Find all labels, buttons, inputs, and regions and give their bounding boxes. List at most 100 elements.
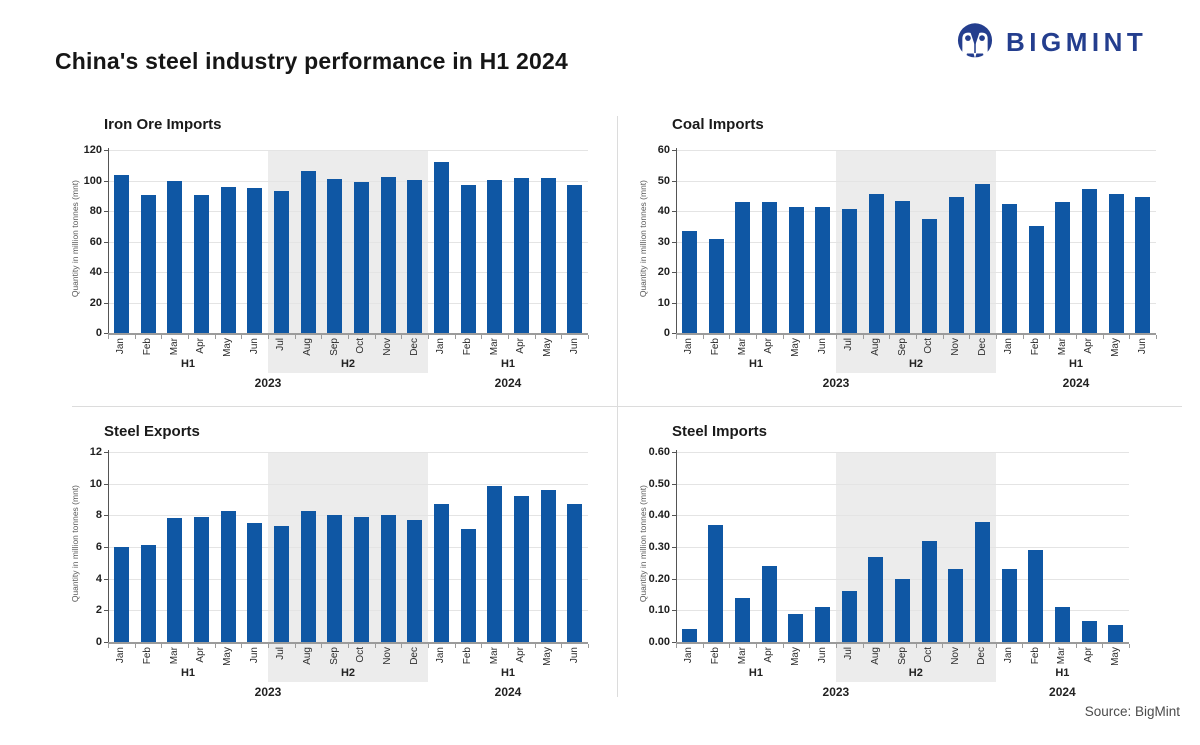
x-tick-mark [1156,335,1157,339]
gridline [676,483,1129,485]
month-label: Jun [248,338,260,355]
month-label: May [789,647,801,666]
month-label: Sep [896,647,908,665]
half-year-label: H1 [180,667,196,679]
month-label: Jun [248,647,260,664]
y-tick-mark [104,610,108,612]
y-tick-mark [672,452,676,453]
bar [735,201,751,333]
bar [815,206,831,333]
x-tick-mark [508,335,509,339]
y-tick-label: 0.60 [648,446,670,458]
x-tick-mark [348,644,349,648]
gridline [676,150,1156,151]
bar [681,231,697,333]
month-label: Jun [816,647,828,664]
gridline [676,241,1156,243]
month-label: Feb [142,647,153,665]
x-tick-mark [1102,335,1104,339]
month-label: Oct [355,647,367,663]
half-year-label: H2 [340,667,356,679]
month-label: Oct [923,647,935,663]
month-label: Nov [382,338,393,356]
month-label: Mar [1056,338,1068,356]
month-label: Apr [1083,647,1095,663]
bar [193,516,209,642]
month-label: Jun [568,647,580,664]
gridline [676,272,1156,273]
x-tick-mark [481,644,483,648]
bar [300,511,316,642]
month-label: Feb [709,647,721,665]
month-label: Feb [142,338,153,356]
x-tick-mark [561,644,563,648]
y-tick-mark [672,642,676,643]
y-tick-label: 50 [657,174,670,187]
bar [1081,621,1097,642]
x-tick-mark [1049,335,1051,339]
month-label: Nov [950,338,961,356]
h2-shaded-band [836,150,996,373]
month-label: Apr [763,338,775,354]
chart-title: Steel Exports [104,423,200,440]
month-label: Aug [870,338,881,356]
bar [540,490,556,642]
y-tick-label: 8 [95,509,102,522]
bar [113,175,129,333]
bar [327,179,343,333]
y-tick-mark [104,452,108,453]
y-tick-mark [672,333,676,334]
month-label: May [790,338,801,357]
month-label: Jan [683,647,695,664]
bar [460,528,476,642]
x-tick-mark [161,335,163,339]
bar [113,547,129,642]
bar [513,496,529,642]
chart-iron-ore-imports: Iron Ore Imports 0 20 40 60 80 100 120 Jan Feb Mar… [70,103,617,405]
x-tick-mark [348,335,349,339]
month-label: May [222,338,233,357]
month-label: May [1110,338,1121,357]
x-tick-mark [729,335,731,339]
half-year-label: H2 [908,358,924,370]
bar [1028,225,1044,333]
y-tick-mark [672,515,676,517]
gridline [108,241,588,243]
y-tick-label: 60 [657,144,670,156]
month-label: Aug [302,338,313,356]
month-label: Feb [462,647,473,665]
month-label: Jun [816,338,828,355]
month-label: Aug [302,647,313,665]
bar [487,486,503,642]
month-label: Mar [736,338,748,356]
x-tick-mark [755,644,757,648]
x-tick-mark [676,644,677,648]
gridline [108,578,588,580]
y-tick-label: 0 [663,327,670,339]
month-label: Mar [168,647,180,665]
y-axis-line [676,450,677,642]
x-tick-mark [756,335,757,339]
year-label: 2023 [254,376,282,390]
month-label: Sep [328,338,340,356]
gridline [108,272,588,273]
month-label: Apr [763,647,775,663]
bar [948,569,964,642]
x-tick-mark [782,644,784,648]
bar [921,219,937,333]
x-tick-mark [862,335,864,339]
y-axis-line [108,148,109,333]
x-tick-mark [996,335,997,339]
y-tick-label: 12 [89,446,102,458]
half-year-label: H2 [340,358,356,370]
bar [433,162,449,333]
year-label: 2024 [1049,685,1076,699]
x-tick-mark [428,335,429,339]
y-tick-label: 6 [95,541,102,553]
gridline [108,452,588,453]
x-tick-mark [134,335,136,339]
y-tick-label: 10 [657,296,670,309]
x-axis-line [676,642,1129,644]
y-tick-label: 30 [657,235,670,248]
bar [193,195,209,333]
